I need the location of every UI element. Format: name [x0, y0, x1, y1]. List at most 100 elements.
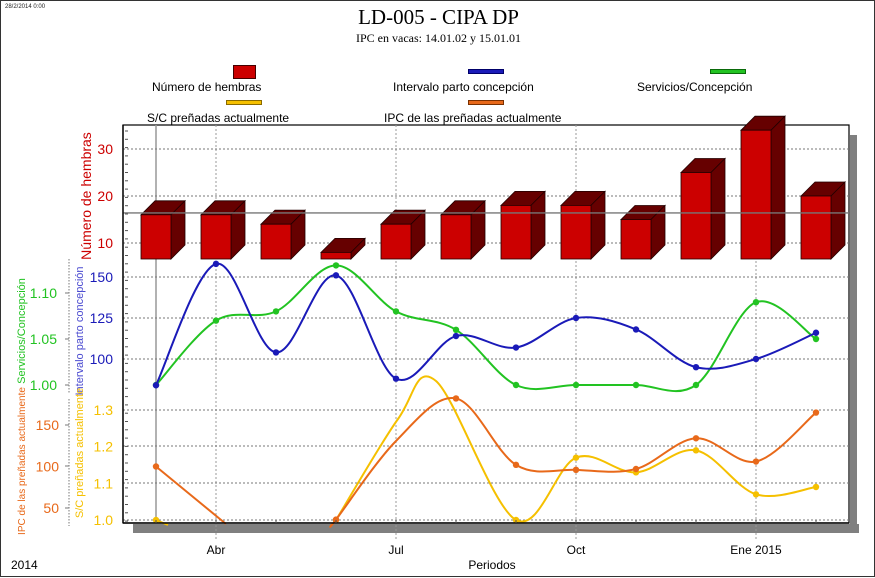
series-sc-point [272, 308, 280, 315]
series-ipc-pregnant-point [812, 409, 820, 416]
bar-front [500, 204, 532, 260]
axis-sc-pregnant-tick-label: 1.1 [94, 475, 114, 491]
x-tick-label: Ene 2015 [730, 543, 782, 557]
series-ipc-pregnant-point [692, 435, 700, 442]
series-ipc-point [752, 355, 760, 363]
series-ipc-pregnant [152, 395, 820, 528]
bar [380, 209, 426, 260]
series-ipc-point [332, 272, 340, 279]
bar [440, 199, 486, 260]
series-ipc-point [572, 314, 580, 322]
timestamp: 28/2/2014 0:00 [5, 4, 46, 10]
x-tick-label: Jul [388, 543, 403, 557]
legend-swatch-ipc [468, 69, 504, 74]
series-sc-line [155, 264, 817, 393]
series-ipc-pregnant-point [632, 465, 640, 473]
legend-label-sc: Servicios/Concepción [637, 80, 753, 94]
plot-shadow-bottom [133, 524, 859, 533]
bar [560, 190, 606, 260]
axis-title-sc-pregnant: S/C preñadas actualmente [74, 388, 86, 518]
axis-sc-tick-label: 1.05 [30, 331, 57, 347]
bar [140, 199, 186, 260]
bar-front [620, 219, 652, 260]
axis-sc-tick-label: 1.10 [30, 285, 57, 301]
axis-hembras-tick-label: 30 [97, 141, 113, 157]
axis-ipc-tick-label: 150 [90, 269, 114, 285]
axis-sc-pregnant-tick-label: 1.3 [94, 402, 114, 418]
bar-front [320, 251, 352, 260]
axis-sc-tick-label: 1.00 [30, 377, 57, 393]
series-ipc-point [392, 375, 400, 382]
bar [500, 190, 546, 260]
chart-subtitle: IPC en vacas: 14.01.02 y 15.01.01 [356, 31, 521, 45]
series-ipc-pregnant-point [152, 463, 160, 470]
series-ipc-pregnant-point [752, 458, 760, 465]
series-sc-point [752, 299, 760, 306]
series-ipc-point [452, 332, 460, 340]
series-ipc-point [812, 329, 820, 336]
legend-swatch-sc-pregnant [226, 100, 262, 105]
bar-front [740, 129, 772, 260]
series-sc-pregnant-line [335, 375, 817, 523]
plot-area [122, 124, 850, 524]
series-ipc-pregnant-point [452, 395, 460, 402]
series-sc-point [632, 381, 640, 389]
axis-sc-pregnant-tick-label: 1.2 [94, 439, 114, 455]
legend-label-ipc: Intervalo parto concepción [393, 80, 534, 94]
axis-ipc-pregnant-tick-label: 150 [36, 417, 60, 433]
legend-swatch-ipc-pregnant [468, 100, 504, 105]
series-ipc-point [632, 326, 640, 333]
bar-side [830, 181, 846, 260]
bar [320, 237, 366, 260]
series-sc-point [452, 326, 460, 333]
series-ipc-point [692, 364, 700, 371]
series-sc-point [812, 335, 820, 343]
axis-ipc-tick-label: 100 [90, 351, 114, 367]
legend-label-sc-pregnant: S/C preñadas actualmente [147, 111, 290, 125]
series-sc-pregnant-point [752, 491, 760, 498]
axis-ipc-pregnant-tick-label: 100 [36, 459, 60, 475]
axis-sc-pregnant-tick-label: 1.0 [94, 512, 114, 528]
series-sc-pregnant-point [572, 454, 580, 461]
axis-title-hembras: Número de hembras [78, 132, 94, 260]
series-ipc-point [512, 344, 520, 351]
legend-label-ipc-pregnant: IPC de las preñadas actualmente [384, 111, 562, 125]
x-tick-label: Abr [207, 543, 226, 557]
series-ipc-point [212, 260, 220, 268]
series-ipc-pregnant-point [572, 466, 580, 474]
bar [680, 157, 726, 260]
series-sc-point [212, 317, 220, 324]
series-sc-point [572, 381, 580, 389]
series-ipc-pregnant-point [332, 516, 340, 523]
axis-title-ipc-pregnant: IPC de las preñadas actualmente [17, 387, 28, 535]
bar [800, 181, 846, 260]
series-ipc-pregnant-line [155, 465, 227, 525]
series-ipc-pregnant-line [329, 397, 817, 528]
legend-label-hembras: Número de hembras [152, 80, 262, 94]
chart-title: LD-005 - CIPA DP [358, 5, 519, 29]
bar-front [800, 195, 832, 260]
series-ipc [152, 260, 820, 389]
axis-title-sc: Servicios/Concepción [16, 278, 28, 384]
x-axis-title: Periodos [468, 558, 515, 572]
bar-front [140, 214, 172, 260]
bar-front [200, 214, 232, 260]
series-sc-point [332, 262, 340, 269]
axis-ipc-tick-label: 125 [90, 310, 114, 326]
bar-front [260, 223, 292, 260]
bar-front [440, 214, 472, 260]
bar [260, 209, 306, 260]
bar-side [710, 157, 726, 260]
series-sc-pregnant-point [692, 447, 700, 454]
series-sc-point [512, 381, 520, 389]
legend-swatch-hembras [233, 65, 256, 79]
axis-ipc-pregnant-tick-label: 50 [43, 500, 59, 516]
bar-front [560, 204, 592, 260]
series-ipc-pregnant-point [512, 461, 520, 469]
year-label: 2014 [11, 558, 38, 572]
series-ipc-point [152, 382, 160, 389]
series-sc-pregnant-point [812, 483, 820, 491]
plot-shadow-right [850, 135, 857, 533]
